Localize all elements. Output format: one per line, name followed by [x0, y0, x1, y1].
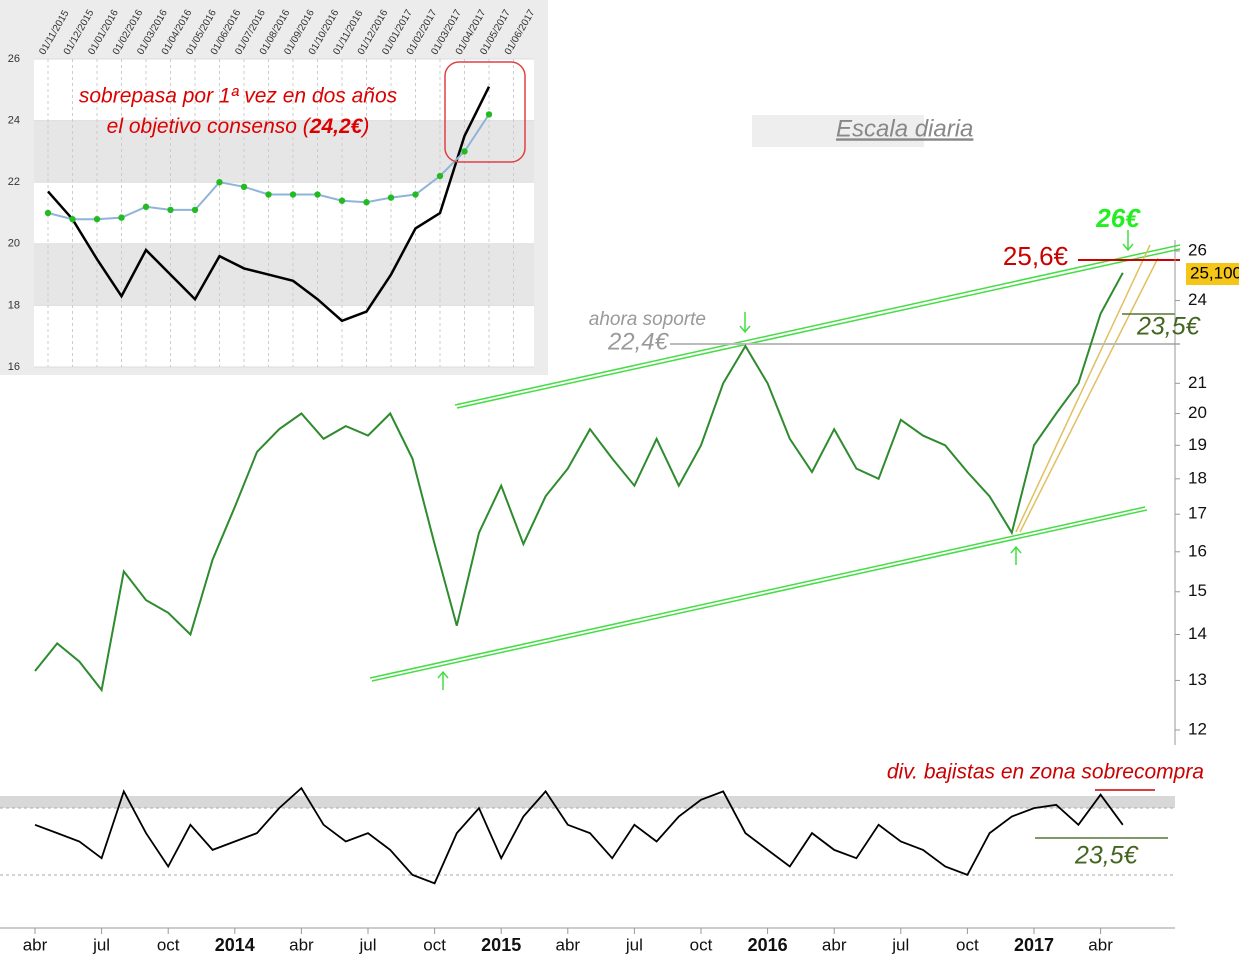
consensus-dot [93, 215, 101, 223]
x-tick-label: 2015 [481, 935, 521, 955]
consensus-dot [118, 214, 125, 221]
x-tick-label: oct [690, 935, 713, 954]
annotation-part: ) [359, 115, 369, 138]
consensus-dot [289, 191, 297, 198]
x-tick-label: 2016 [748, 935, 788, 955]
arrow [739, 312, 751, 334]
band [34, 243, 534, 306]
y-tick-label: 26 [1188, 240, 1207, 259]
consensus-dot [314, 191, 321, 198]
annotation-part: el objetivo consenso ( [107, 115, 312, 138]
consensus-dot [167, 206, 174, 214]
x-tick-label: oct [157, 935, 180, 954]
x-tick-label: abr [289, 935, 314, 954]
annotation: el objetivo consenso (24,2€) [107, 115, 370, 138]
y-tick-label: 15 [1188, 581, 1207, 600]
band [34, 120, 534, 183]
consensus-dot [44, 209, 52, 217]
channel-top [456, 248, 1181, 409]
x-tick-label: jul [891, 935, 909, 954]
label-box [752, 115, 924, 147]
annotation: ahora soporte [589, 309, 706, 330]
y-tick-label: 24 [8, 115, 20, 127]
support-line [1015, 244, 1151, 533]
y-tick-label: 12 [1188, 719, 1207, 738]
annotation: div. bajistas en zona sobrecompra [887, 761, 1204, 784]
trendlines [369, 244, 1181, 839]
x-tick-label: oct [956, 935, 979, 954]
channel-bottom [371, 509, 1148, 682]
x-tick-label: 2017 [1014, 935, 1054, 955]
y-tick-label: 20 [8, 238, 20, 250]
y-tick-label: 14 [1188, 624, 1207, 643]
channel-bottom [369, 506, 1146, 679]
x-tick-label: abr [1088, 935, 1113, 954]
inset: 16182022242601/11/201501/12/201501/01/20… [0, 0, 548, 375]
annotation-part: 24,2€ [309, 115, 364, 138]
price-line [34, 786, 1124, 885]
consensus-dot [191, 206, 199, 214]
consensus-dot [216, 179, 223, 186]
price-line [47, 86, 491, 323]
x-tick-label: oct [423, 935, 446, 954]
y-tick-label: 24 [1188, 290, 1207, 309]
x-tick-label: abr [556, 935, 581, 954]
consensus-dot [387, 194, 395, 201]
highlight [444, 61, 526, 163]
annotation: 26€ [1095, 203, 1141, 233]
consensus-dot [69, 215, 76, 223]
price-line [34, 272, 1124, 693]
annotation: 25,6€ [1003, 241, 1069, 271]
arrow [1010, 545, 1022, 565]
consensus-dot [338, 197, 346, 204]
x-tick-label: abr [23, 935, 48, 954]
x-tick-label: jul [358, 935, 376, 954]
annotation: sobrepasa por 1ª vez en dos años [79, 85, 398, 108]
annotation: 23,5€ [1136, 313, 1201, 341]
consensus-dot [265, 191, 272, 198]
y-tick-label: 20 [1188, 403, 1207, 422]
arrows [437, 230, 1134, 690]
consensus-dot [412, 191, 419, 198]
y-tick-label: 18 [8, 299, 20, 311]
annotation: 22,4€ [607, 328, 670, 355]
x-tick-label: abr [822, 935, 847, 954]
annotation: 23,5€ [1074, 842, 1139, 870]
inset-plot [34, 59, 534, 367]
y-tick-label: 16 [1188, 541, 1207, 560]
arrow [1122, 230, 1134, 252]
x-tick-label: jul [92, 935, 110, 954]
x-tick-label: 2014 [215, 935, 255, 955]
arrow [437, 670, 449, 690]
consensus-dot [461, 148, 468, 155]
y-tick-label: 13 [1188, 670, 1207, 689]
y-tick-label: 19 [1188, 435, 1207, 454]
annotation: Escala diaria [836, 115, 973, 142]
support-line [1019, 257, 1159, 533]
consensus-dot [142, 203, 150, 211]
consensus-dot [363, 199, 370, 206]
x-tick-label: jul [625, 935, 643, 954]
channel-top [454, 244, 1181, 406]
consensus-dot [240, 183, 248, 191]
y-tick-label: 21 [1188, 373, 1207, 392]
annotation: 25,100 [1190, 263, 1239, 282]
consensus-dot [436, 172, 444, 180]
y-tick-label: 22 [8, 176, 20, 188]
overbought-band [0, 796, 1175, 808]
y-tick-label: 16 [8, 361, 20, 373]
price-tag [1186, 263, 1239, 285]
consensus-dot [485, 111, 493, 118]
y-tick-label: 18 [1188, 468, 1207, 487]
y-tick-label: 26 [8, 53, 20, 65]
y-tick-label: 17 [1188, 504, 1207, 523]
